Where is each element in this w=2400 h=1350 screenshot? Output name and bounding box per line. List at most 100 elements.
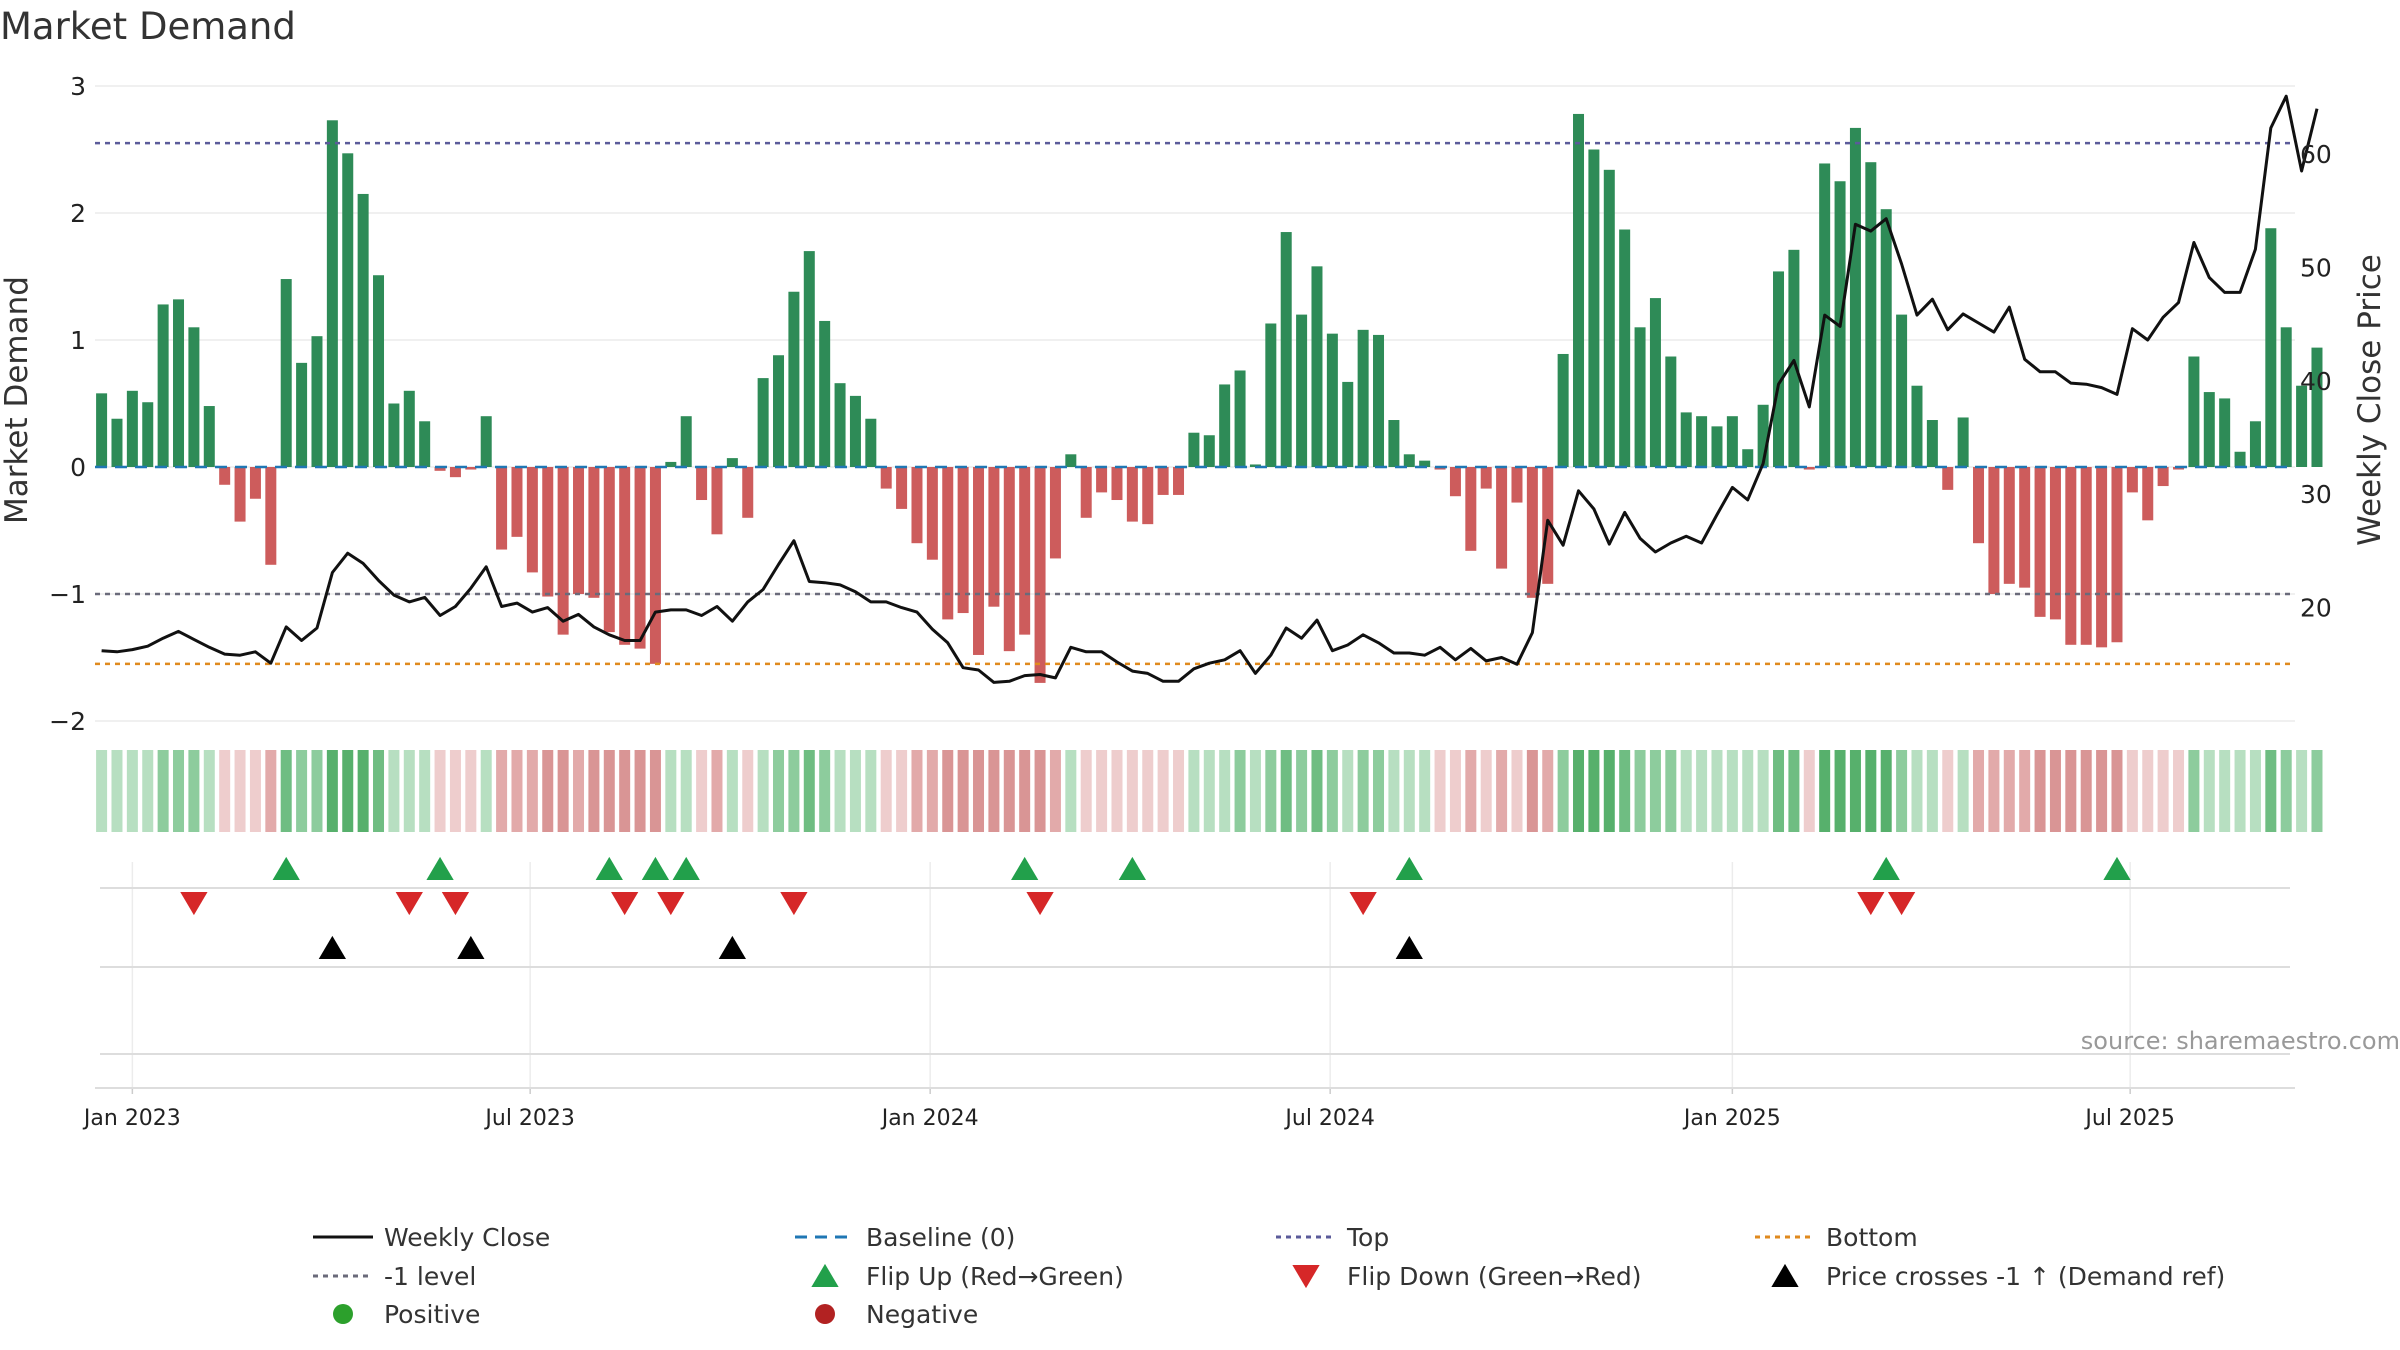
demand-strip-cell bbox=[1157, 750, 1169, 832]
demand-strip-cell bbox=[757, 750, 769, 832]
flip-up-marker bbox=[1118, 856, 1147, 880]
demand-bar bbox=[173, 299, 185, 467]
demand-strip-cell bbox=[1573, 750, 1585, 832]
demand-strip-cell bbox=[2111, 750, 2123, 832]
flip-down-marker bbox=[780, 892, 808, 916]
demand-strip-cell bbox=[680, 750, 692, 832]
demand-strip-cell bbox=[1696, 750, 1708, 832]
demand-strip-cell bbox=[988, 750, 1000, 832]
legend-label: Baseline (0) bbox=[866, 1223, 1015, 1252]
demand-strip-cell bbox=[1249, 750, 1261, 832]
demand-strip-cell bbox=[1296, 750, 1308, 832]
y2-tick-label: 20 bbox=[2300, 594, 2332, 623]
demand-strip-cell bbox=[1757, 750, 1769, 832]
demand-strip-cell bbox=[1619, 750, 1631, 832]
demand-bar bbox=[296, 362, 308, 467]
flip-down-marker bbox=[1887, 892, 1916, 916]
demand-bar bbox=[2188, 356, 2200, 467]
demand-strip-cell bbox=[1603, 750, 1615, 832]
demand-bar bbox=[234, 467, 246, 522]
demand-bar bbox=[2003, 467, 2015, 584]
x-tick-label: Jul 2023 bbox=[483, 1106, 575, 1131]
demand-bar bbox=[1665, 356, 1677, 467]
demand-bar bbox=[619, 467, 631, 645]
demand-strip-cell bbox=[1834, 750, 1846, 832]
demand-strip-cell bbox=[542, 750, 554, 832]
legend-entry: Bottom bbox=[1755, 1223, 1918, 1252]
y2-axis-label: Weekly Close Price bbox=[2352, 254, 2388, 546]
demand-strip-cell bbox=[1880, 750, 1892, 832]
demand-bar bbox=[1957, 417, 1969, 467]
demand-bar bbox=[942, 467, 954, 620]
demand-bar bbox=[773, 355, 785, 467]
demand-strip-cell bbox=[2142, 750, 2154, 832]
demand-strip-cell bbox=[219, 750, 231, 832]
demand-strip-cell bbox=[1973, 750, 1985, 832]
demand-strip-cell bbox=[2080, 750, 2092, 832]
demand-bar bbox=[988, 467, 1000, 607]
demand-strip-cell bbox=[1003, 750, 1015, 832]
demand-bar bbox=[1803, 467, 1815, 470]
legend-entry: Positive bbox=[333, 1300, 480, 1329]
y2-tick-label: 50 bbox=[2300, 253, 2332, 282]
demand-strip-cell bbox=[1434, 750, 1446, 832]
demand-strip-cell bbox=[1942, 750, 1954, 832]
demand-strip-cell bbox=[649, 750, 661, 832]
demand-strip-cell bbox=[234, 750, 246, 832]
demand-strip-cell bbox=[2049, 750, 2061, 832]
demand-strip-cell bbox=[403, 750, 415, 832]
demand-strip-cell bbox=[1680, 750, 1692, 832]
demand-strip-cell bbox=[126, 750, 138, 832]
demand-bar bbox=[1573, 113, 1585, 467]
flip-up-marker bbox=[272, 856, 300, 880]
demand-bar bbox=[1403, 454, 1415, 467]
demand-bar bbox=[1696, 416, 1708, 467]
demand-bar bbox=[588, 467, 600, 598]
demand-strip-cell bbox=[173, 750, 185, 832]
demand-bar bbox=[357, 193, 369, 467]
demand-strip-cell bbox=[1557, 750, 1569, 832]
y-tick-label: −1 bbox=[49, 580, 86, 609]
demand-bar bbox=[542, 467, 554, 597]
demand-bar bbox=[1126, 467, 1138, 522]
y-axis-label: Market Demand bbox=[0, 276, 35, 524]
demand-strip-cell bbox=[1126, 750, 1138, 832]
demand-strip-cell bbox=[1280, 750, 1292, 832]
flip-up-marker bbox=[1872, 856, 1900, 880]
demand-strip-cell bbox=[1588, 750, 1600, 832]
demand-strip-cell bbox=[665, 750, 677, 832]
demand-bar bbox=[1849, 127, 1861, 467]
flip-down-marker bbox=[657, 892, 685, 916]
y2-tick-label: 30 bbox=[2300, 480, 2332, 509]
demand-bar bbox=[1219, 384, 1231, 467]
demand-bar bbox=[1896, 314, 1908, 467]
demand-strip-cell bbox=[1926, 750, 1938, 832]
demand-bar bbox=[2311, 347, 2323, 467]
demand-bar bbox=[1234, 370, 1246, 467]
chart-title: Market Demand bbox=[0, 5, 296, 48]
demand-strip-cell bbox=[803, 750, 815, 832]
demand-bar bbox=[896, 467, 908, 509]
demand-strip-cell bbox=[1480, 750, 1492, 832]
demand-strip-cell bbox=[1911, 750, 1923, 832]
legend-label: Price crosses -1 ↑ (Demand ref) bbox=[1826, 1262, 2225, 1291]
legend-entry: Negative bbox=[815, 1300, 978, 1329]
demand-strip-cell bbox=[1096, 750, 1108, 832]
demand-bar bbox=[1649, 298, 1661, 467]
demand-bar bbox=[526, 467, 538, 573]
price-cross-marker bbox=[318, 935, 347, 959]
demand-bar bbox=[2157, 467, 2169, 487]
demand-bar bbox=[711, 467, 723, 535]
demand-strip-cell bbox=[1049, 750, 1061, 832]
demand-strip-cell bbox=[1896, 750, 1908, 832]
demand-bar bbox=[1773, 271, 1785, 467]
demand-bar bbox=[2280, 327, 2292, 467]
demand-strip-cell bbox=[696, 750, 708, 832]
legend-negative-dot-icon bbox=[815, 1304, 835, 1324]
demand-strip-cell bbox=[1711, 750, 1723, 832]
demand-strip-cell bbox=[1065, 750, 1077, 832]
demand-bar bbox=[2049, 467, 2061, 620]
close-price-line bbox=[101, 94, 2319, 684]
demand-bar bbox=[111, 418, 123, 467]
demand-bar bbox=[1449, 467, 1461, 497]
